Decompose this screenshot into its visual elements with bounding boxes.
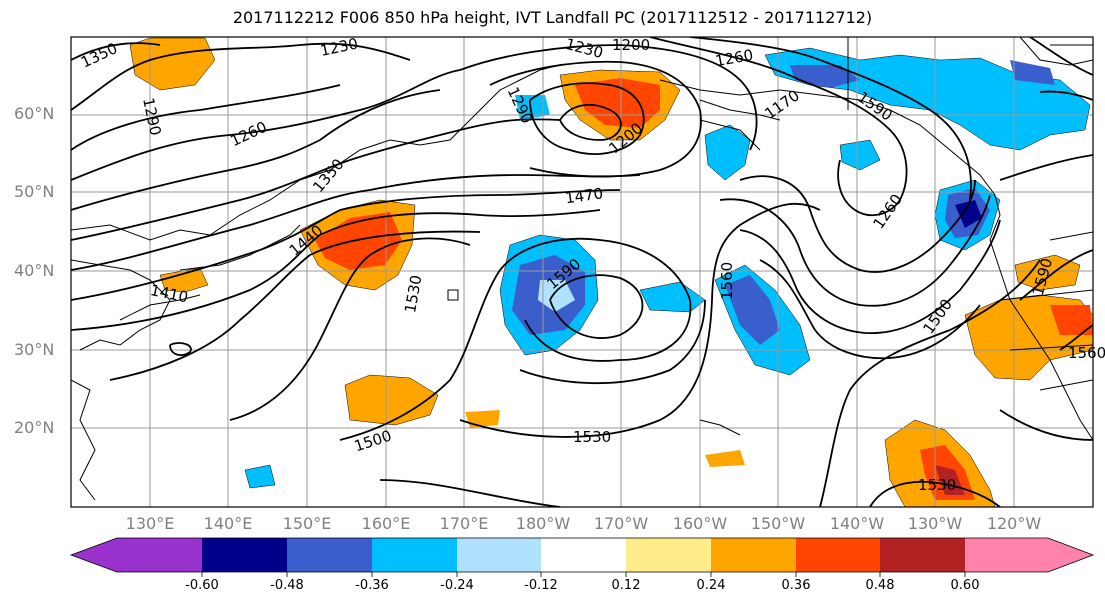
ivt-positive-region: [159, 267, 209, 293]
contour-label: 1530: [573, 428, 611, 446]
colorbar-segment: [711, 538, 796, 572]
colorbar-tick-label: -0.12: [524, 578, 558, 593]
colorbar-tick-label: -0.48: [270, 578, 304, 593]
lon-label: 160°W: [672, 514, 728, 533]
lon-label: 150°E: [282, 514, 332, 533]
lon-label: 130°E: [125, 514, 175, 533]
ivt-negative-region: [704, 124, 751, 181]
colorbar-segment: [202, 538, 287, 572]
lat-label: 20°N: [14, 418, 55, 437]
colorbar-segment: [965, 538, 1048, 572]
ivt-positive-region: [705, 450, 745, 467]
colorbar-segment: [117, 538, 202, 572]
contour-label: 1560: [1068, 344, 1105, 362]
colorbar-tick-label: 0.24: [696, 578, 726, 593]
contour-label: 1200: [612, 36, 650, 54]
ivt-negative-region: [764, 47, 1091, 151]
colorbar-segment: [457, 538, 541, 572]
height-contours: [71, 37, 1093, 507]
lat-label: 30°N: [14, 340, 55, 359]
ivt-negative-region: [1010, 60, 1055, 85]
colorbar-extend-low: [71, 538, 117, 572]
contour-label: 1500: [352, 427, 394, 456]
colorbar-segment: [287, 538, 372, 572]
lon-label: 140°E: [203, 514, 253, 533]
ivt-positive-region: [315, 212, 402, 270]
contour-label: 1290: [139, 96, 165, 137]
contour-label: 1530: [401, 274, 425, 315]
contour-label: 1560: [718, 262, 736, 300]
colorbar-tick-label: 0.60: [950, 578, 980, 593]
contour-label: 1350: [78, 39, 120, 71]
ivt-negative-region: [639, 281, 706, 313]
lon-label: 130°W: [907, 514, 963, 533]
ivt-negative-region: [538, 280, 575, 312]
ivt-positive-region: [465, 410, 500, 428]
ivt-negative-region: [839, 139, 881, 171]
contour-label: 1500: [919, 296, 956, 338]
colorbar-segment: [796, 538, 880, 572]
ivt-positive-region: [344, 374, 439, 426]
ivt-shading: [129, 37, 1093, 507]
map-frame: [70, 36, 1094, 508]
colorbar-segment: [880, 538, 965, 572]
ivt-negative-region: [515, 95, 550, 120]
colorbar-extend-high: [1048, 538, 1093, 572]
ivt-positive-region: [1014, 254, 1081, 291]
colorbar-tick-label: 0.36: [781, 578, 811, 593]
colorbar: [69, 537, 1095, 577]
colorbar-segment: [541, 538, 626, 572]
contour-label: 1230: [319, 34, 360, 60]
colorbar-tick-label: -0.36: [355, 578, 389, 593]
map-title: 2017112212 F006 850 hPa height, IVT Land…: [232, 8, 873, 27]
colorbar-tick-label: -0.60: [185, 578, 219, 593]
lon-label: 170°E: [439, 514, 489, 533]
contour-label: 1260: [228, 118, 270, 150]
ivt-negative-region: [244, 464, 276, 489]
lon-label: 170°W: [593, 514, 649, 533]
lon-label: 180°W: [515, 514, 571, 533]
lat-label: 40°N: [14, 261, 55, 280]
colorbar-segment: [626, 538, 711, 572]
contour-label: 1230: [564, 35, 606, 62]
colorbar-tick-label: 0.48: [865, 578, 895, 593]
colorbar-tick-label: -0.24: [440, 578, 474, 593]
ivt-negative-region: [725, 275, 780, 345]
colorbar-tick-label: 0.12: [611, 578, 641, 593]
coastlines: [71, 37, 1093, 501]
contour-label: 1470: [564, 184, 604, 207]
contour-label: 1350: [309, 155, 347, 196]
ivt-negative-region: [955, 200, 982, 228]
contour-label: 1530: [918, 476, 956, 494]
colorbar-segment: [372, 538, 457, 572]
lon-label: 140°W: [829, 514, 885, 533]
gridlines: [71, 37, 1093, 507]
ivt-positive-region: [1050, 305, 1093, 335]
lat-label: 50°N: [14, 182, 55, 201]
lon-label: 150°W: [750, 514, 806, 533]
lon-label: 160°E: [361, 514, 411, 533]
lat-label: 60°N: [14, 104, 55, 123]
lon-label: 120°W: [986, 514, 1042, 533]
contour-label: 1260: [714, 46, 755, 70]
ivt-positive-region: [129, 37, 216, 91]
